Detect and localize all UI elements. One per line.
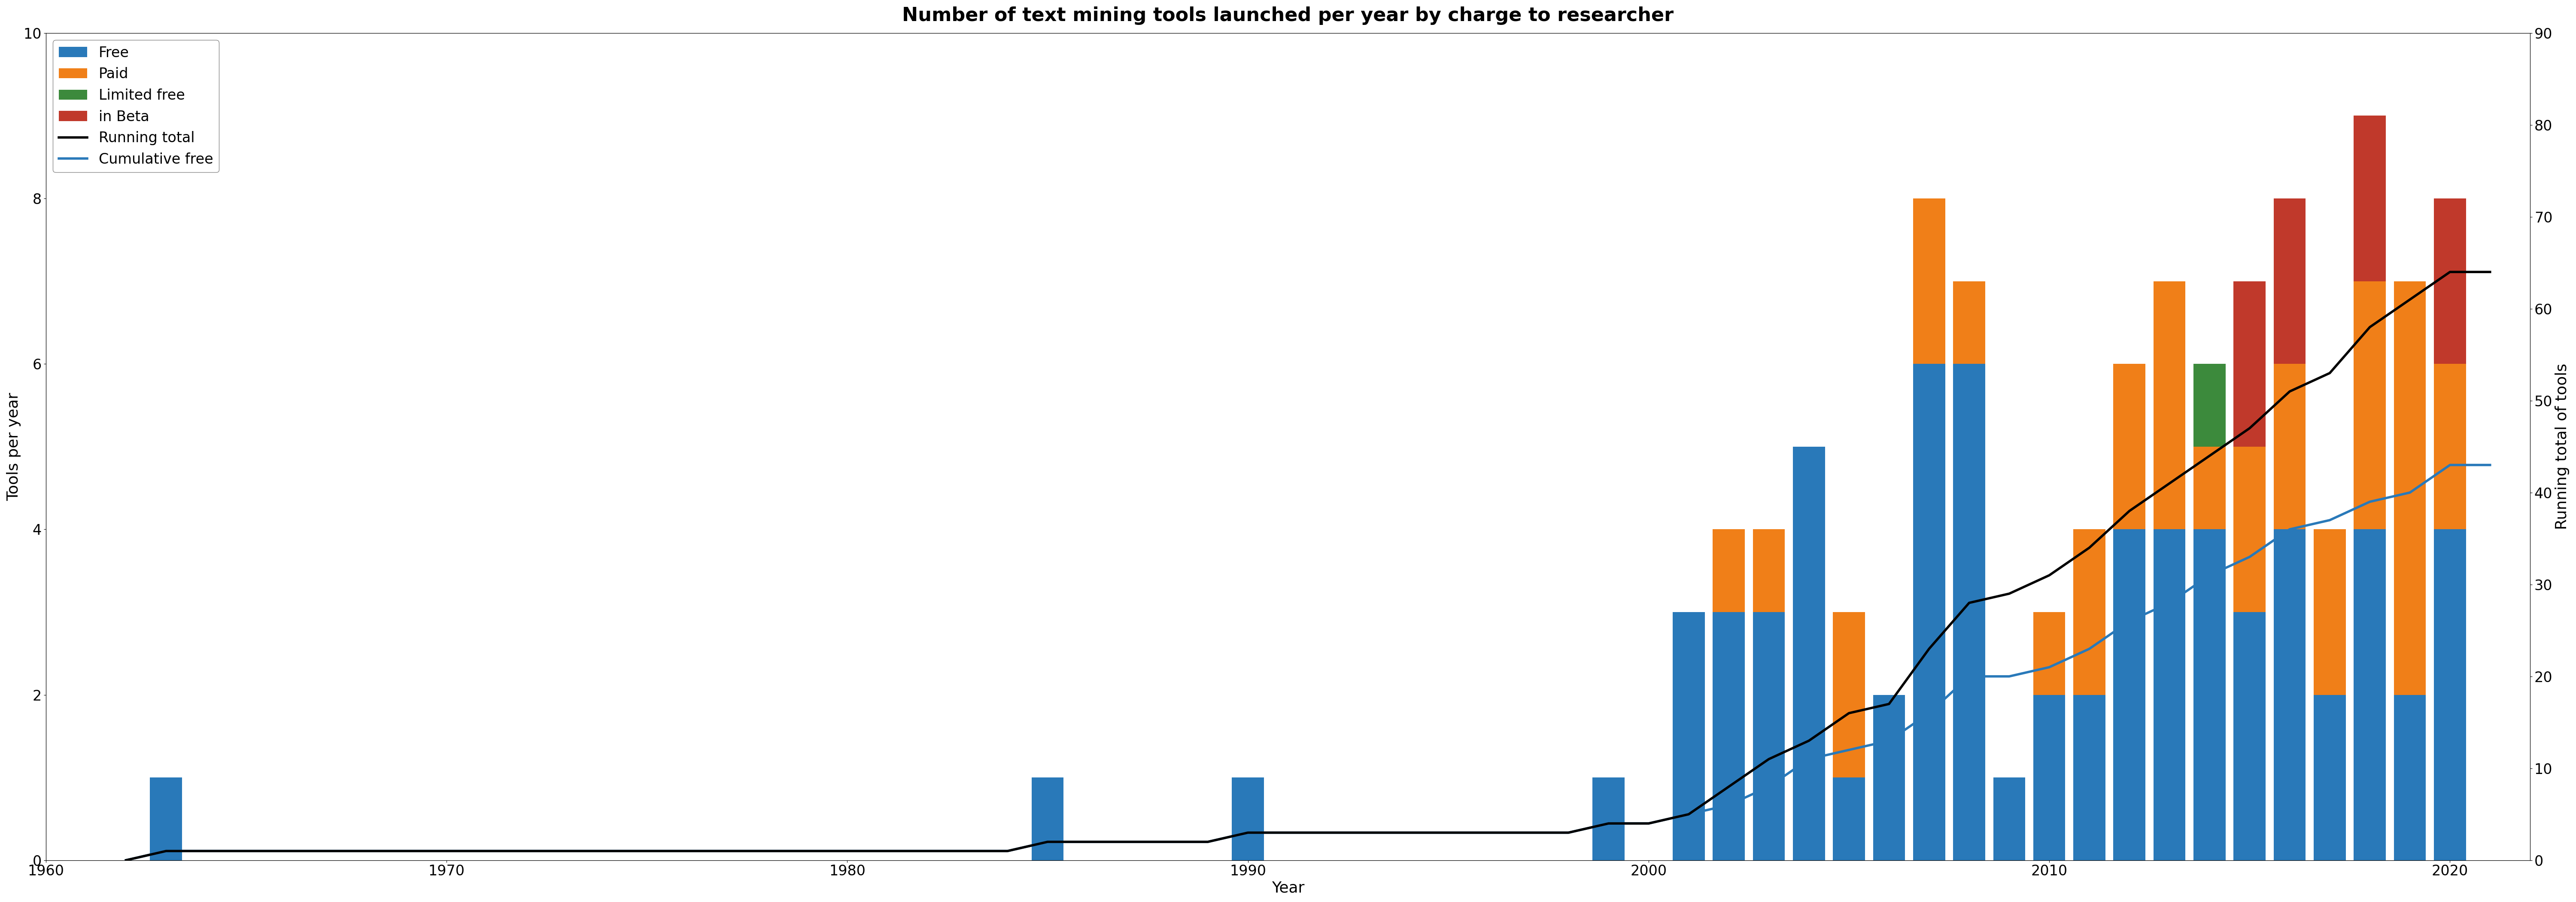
Bar [2313, 529, 2347, 695]
Bar [2354, 529, 2385, 861]
Title: Number of text mining tools launched per year by charge to researcher: Number of text mining tools launched per… [902, 6, 1674, 25]
Bar [1752, 529, 1785, 612]
Bar [2434, 364, 2465, 529]
Bar [1592, 778, 1625, 861]
Bar [1834, 778, 1865, 861]
Bar [2195, 446, 2226, 529]
X-axis label: Year: Year [1273, 881, 1303, 896]
Y-axis label: Running total of tools: Running total of tools [2555, 364, 2568, 529]
Bar [1953, 364, 1986, 861]
Bar [1713, 529, 1744, 612]
Bar [2393, 695, 2427, 861]
Bar [1834, 612, 1865, 778]
Bar [1030, 778, 1064, 861]
Bar [2195, 364, 2226, 446]
Bar [2032, 695, 2066, 861]
Bar [2233, 281, 2267, 446]
Bar [1231, 778, 1265, 861]
Bar [1914, 198, 1945, 364]
Y-axis label: Tools per year: Tools per year [5, 392, 21, 501]
Bar [2434, 198, 2465, 364]
Bar [2275, 198, 2306, 364]
Legend: Free, Paid, Limited free, in Beta, Running total, Cumulative free: Free, Paid, Limited free, in Beta, Runni… [54, 40, 219, 172]
Bar [1914, 364, 1945, 861]
Bar [1793, 446, 1824, 861]
Bar [2354, 281, 2385, 529]
Bar [2195, 529, 2226, 861]
Bar [2112, 529, 2146, 861]
Bar [2275, 529, 2306, 861]
Bar [2074, 695, 2105, 861]
Bar [2154, 281, 2184, 529]
Bar [2112, 364, 2146, 529]
Bar [149, 778, 183, 861]
Bar [2434, 529, 2465, 861]
Bar [1713, 612, 1744, 861]
Bar [1672, 612, 1705, 861]
Bar [2275, 364, 2306, 529]
Bar [2233, 612, 2267, 861]
Bar [1873, 695, 1906, 861]
Bar [1953, 281, 1986, 364]
Bar [2313, 695, 2347, 861]
Bar [2393, 281, 2427, 695]
Bar [2154, 529, 2184, 861]
Bar [2233, 446, 2267, 612]
Bar [2074, 529, 2105, 695]
Bar [2354, 115, 2385, 281]
Bar [1752, 612, 1785, 861]
Bar [1994, 778, 2025, 861]
Bar [2032, 612, 2066, 695]
